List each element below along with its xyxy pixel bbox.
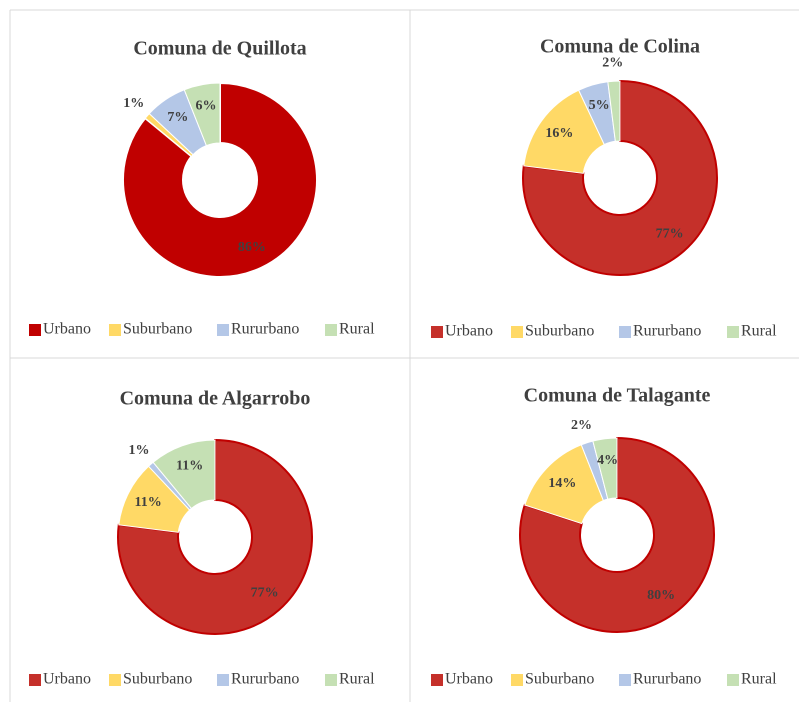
legend-swatch bbox=[217, 674, 229, 686]
donut-slice bbox=[522, 79, 718, 276]
legend-label: Rural bbox=[339, 321, 375, 338]
donut-slice bbox=[592, 437, 618, 500]
data-label: 11% bbox=[135, 495, 162, 510]
donut-slice bbox=[519, 436, 715, 633]
legend-label: Suburbano bbox=[525, 671, 594, 688]
data-label: 77% bbox=[656, 226, 684, 241]
legend-swatch bbox=[511, 674, 523, 686]
data-label: 4% bbox=[597, 453, 618, 468]
legend-swatch bbox=[431, 326, 443, 338]
legend-label: Suburbano bbox=[123, 671, 192, 688]
legend-label: Suburbano bbox=[525, 323, 594, 340]
legend-swatch bbox=[325, 324, 337, 336]
chart-title: Comuna de Algarrobo bbox=[120, 388, 311, 410]
legend-label: Rururbano bbox=[633, 323, 701, 340]
legend-label: Rural bbox=[741, 671, 777, 688]
data-label: 1% bbox=[123, 96, 144, 111]
legend-label: Rural bbox=[339, 671, 375, 688]
legend-swatch bbox=[325, 674, 337, 686]
legend-label: Urbano bbox=[43, 321, 91, 338]
donut-slice bbox=[183, 82, 221, 147]
data-label: 80% bbox=[647, 588, 675, 603]
legend-swatch bbox=[727, 674, 739, 686]
legend-label: Rural bbox=[741, 323, 777, 340]
chart-title: Comuna de Talagante bbox=[524, 385, 711, 407]
legend-swatch bbox=[109, 324, 121, 336]
donut-slice bbox=[607, 80, 621, 142]
legend-swatch bbox=[511, 326, 523, 338]
data-label: 14% bbox=[548, 476, 576, 491]
data-label: 1% bbox=[128, 443, 149, 458]
donut-slice bbox=[152, 439, 216, 510]
data-label: 2% bbox=[602, 55, 623, 70]
data-label: 6% bbox=[195, 99, 216, 114]
legend-label: Rururbano bbox=[633, 671, 701, 688]
legend-label: Rururbano bbox=[231, 321, 299, 338]
data-label: 86% bbox=[238, 240, 266, 255]
donut-slice bbox=[117, 438, 313, 635]
data-label: 77% bbox=[251, 585, 279, 600]
legend-swatch bbox=[619, 326, 631, 338]
chart-title: Comuna de Colina bbox=[540, 36, 700, 58]
legend-swatch bbox=[619, 674, 631, 686]
legend-label: Suburbano bbox=[123, 321, 192, 338]
data-label: 7% bbox=[167, 110, 188, 125]
legend-label: Urbano bbox=[43, 671, 91, 688]
data-label: 2% bbox=[571, 418, 592, 433]
legend-swatch bbox=[217, 324, 229, 336]
legend-label: Urbano bbox=[445, 323, 493, 340]
legend-swatch bbox=[29, 324, 41, 336]
chart-title: Comuna de Quillota bbox=[133, 38, 306, 60]
legend-label: Urbano bbox=[445, 671, 493, 688]
legend-swatch bbox=[431, 674, 443, 686]
data-label: 11% bbox=[176, 459, 203, 474]
legend-swatch bbox=[727, 326, 739, 338]
donut-slice bbox=[122, 81, 318, 278]
data-label: 16% bbox=[545, 126, 573, 141]
legend-label: Rururbano bbox=[231, 671, 299, 688]
legend-swatch bbox=[109, 674, 121, 686]
data-label: 5% bbox=[589, 98, 610, 113]
legend-swatch bbox=[29, 674, 41, 686]
